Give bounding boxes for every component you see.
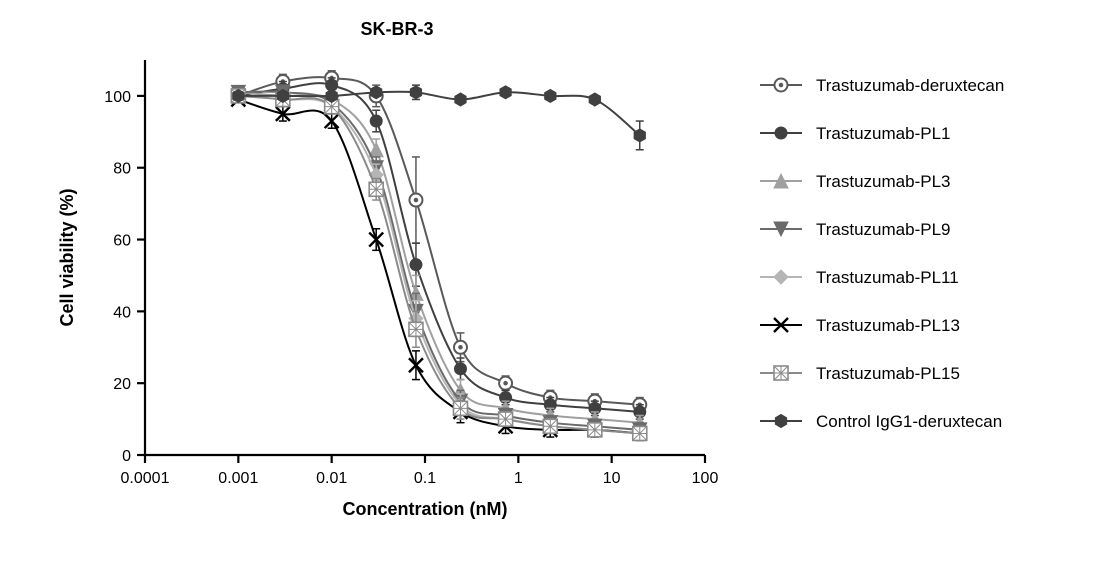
y-tick-label: 80 (113, 161, 131, 178)
x-tick-label: 1 (514, 470, 523, 487)
legend-label: Trastuzumab-deruxtecan (816, 76, 1004, 95)
dose-response-chart: SK-BR-3 0 20 40 60 80 100 0.0001 0.001 0.01 0.1 1 10… (0, 0, 1107, 575)
legend-label: Control IgG1-deruxtecan (816, 412, 1002, 431)
legend-label: Trastuzumab-PL13 (816, 316, 960, 335)
x-tick-label: 0.01 (316, 470, 347, 487)
legend: Trastuzumab-deruxtecan Trastuzumab-PL1 Tra… (760, 76, 1004, 431)
series-line (238, 96, 639, 434)
y-tick-label: 60 (113, 233, 131, 250)
legend-label: Trastuzumab-PL9 (816, 220, 950, 239)
chart-title: SK-BR-3 (360, 19, 433, 39)
y-tick-label: 0 (122, 448, 131, 465)
legend-label: Trastuzumab-PL3 (816, 172, 950, 191)
series (231, 93, 646, 441)
series (231, 89, 646, 441)
series-line (238, 96, 639, 434)
x-tick-label: 0.0001 (121, 470, 170, 487)
y-tick-label: 40 (113, 304, 131, 321)
series (231, 85, 646, 437)
series (231, 89, 646, 441)
legend-label: Trastuzumab-PL15 (816, 364, 960, 383)
x-tick-label: 100 (692, 470, 719, 487)
series-line (238, 100, 639, 434)
x-tick-label: 0.1 (414, 470, 436, 487)
legend-label: Trastuzumab-PL11 (816, 268, 959, 287)
x-tick-label: 0.001 (218, 470, 258, 487)
legend-label: Trastuzumab-PL1 (816, 124, 950, 143)
series-line (238, 83, 639, 412)
y-tick-label: 100 (104, 89, 131, 106)
y-axis-label: Cell viability (%) (57, 188, 77, 326)
x-axis-label: Concentration (nM) (343, 499, 508, 519)
series-line (238, 77, 639, 405)
y-tick-label: 20 (113, 376, 131, 393)
x-tick-label: 10 (603, 470, 621, 487)
series (232, 71, 646, 412)
